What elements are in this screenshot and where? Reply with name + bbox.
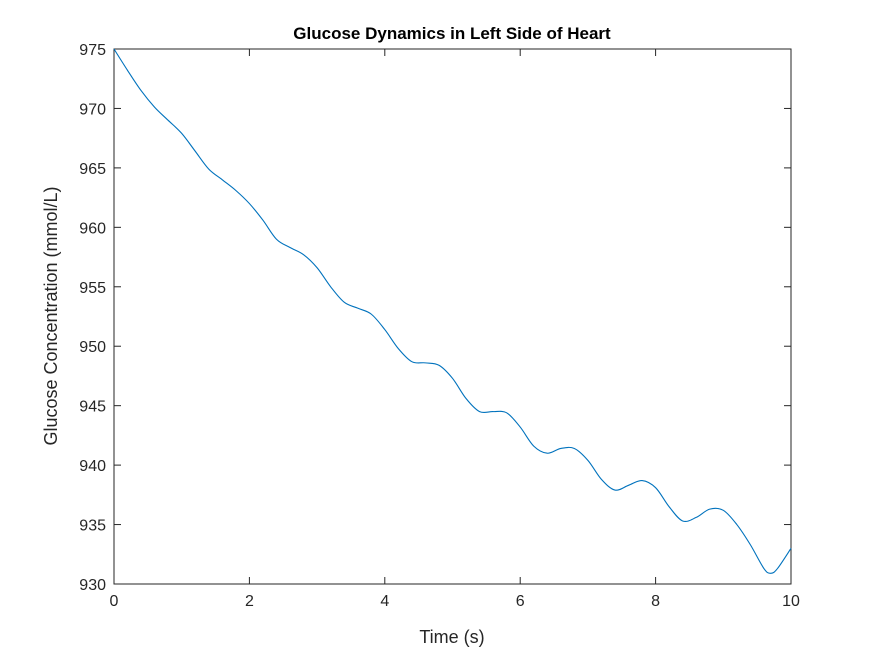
glucose-series-line <box>113 48 792 574</box>
x-tick-label: 4 <box>380 593 389 610</box>
x-tick-label: 6 <box>516 593 525 610</box>
y-tick-label: 955 <box>79 280 106 297</box>
plot-area: 0 2 4 6 8 10 930 935 940 945 950 955 960 965 970 975 <box>79 42 800 610</box>
chart-title: Glucose Dynamics in Left Side of Heart <box>293 24 611 43</box>
y-tick-label: 945 <box>79 399 106 416</box>
x-tick-label: 0 <box>110 593 119 610</box>
series-group <box>113 48 792 574</box>
y-tick-label: 930 <box>79 577 106 594</box>
y-axis: 930 935 940 945 950 955 960 965 970 975 <box>79 42 791 594</box>
x-axis: 0 2 4 6 8 10 <box>110 49 800 610</box>
x-tick-label: 10 <box>782 593 800 610</box>
y-tick-label: 940 <box>79 458 106 475</box>
x-axis-label: Time (s) <box>419 627 484 647</box>
y-tick-label: 965 <box>79 161 106 178</box>
x-tick-label: 8 <box>651 593 660 610</box>
plot-frame <box>113 48 792 585</box>
y-axis-label: Glucose Concentration (mmol/L) <box>41 186 61 445</box>
y-tick-label: 975 <box>79 42 106 59</box>
y-tick-label: 970 <box>79 101 106 118</box>
y-tick-label: 960 <box>79 220 106 237</box>
y-tick-label: 935 <box>79 518 106 535</box>
y-tick-label: 950 <box>79 339 106 356</box>
x-tick-label: 2 <box>245 593 254 610</box>
